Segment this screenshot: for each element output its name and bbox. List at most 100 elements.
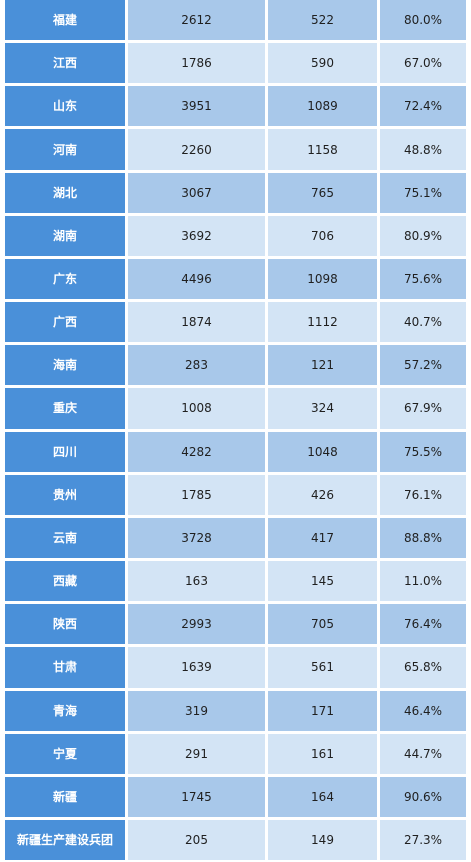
rate-value: 67.0% [380,43,466,84]
value-2: 561 [268,647,377,688]
value-2: 1098 [268,258,377,300]
value-2: 324 [268,388,377,429]
region-name: 福建 [5,0,125,41]
table-row: 江西 1786 590 67.0% [5,43,466,84]
rate-value: 46.4% [380,690,466,731]
value-1: 4496 [128,258,265,300]
value-1: 1008 [128,388,265,429]
value-2: 522 [268,0,377,41]
value-2: 426 [268,474,377,515]
region-name: 山东 [5,86,125,127]
region-name: 西藏 [5,561,125,602]
value-1: 1639 [128,647,265,688]
value-2: 765 [268,172,377,213]
region-name: 新疆生产建设兵团 [5,819,125,861]
value-1: 3067 [128,172,265,213]
value-1: 3692 [128,215,265,256]
rate-value: 65.8% [380,647,466,688]
rate-value: 48.8% [380,129,466,170]
value-1: 2993 [128,604,265,645]
rate-value: 57.2% [380,345,466,386]
table-row: 河南 2260 1158 48.8% [5,129,466,170]
table-row: 湖南 3692 706 80.9% [5,215,466,256]
region-name: 甘肃 [5,647,125,688]
value-1: 3728 [128,517,265,559]
value-1: 1745 [128,776,265,817]
value-1: 2612 [128,0,265,41]
table-row: 广西 1874 1112 40.7% [5,302,466,343]
rate-value: 88.8% [380,517,466,559]
value-1: 3951 [128,86,265,127]
table-row: 海南 283 121 57.2% [5,345,466,386]
rate-value: 75.6% [380,258,466,300]
table-row: 山东 3951 1089 72.4% [5,86,466,127]
value-1: 319 [128,690,265,731]
rate-value: 90.6% [380,776,466,817]
value-2: 171 [268,690,377,731]
data-table: 福建 2612 522 80.0% 江西 1786 590 67.0% 山东 3… [5,0,466,861]
value-2: 145 [268,561,377,602]
table-row: 四川 4282 1048 75.5% [5,431,466,472]
region-name: 宁夏 [5,733,125,774]
value-1: 1874 [128,302,265,343]
region-name: 云南 [5,517,125,559]
table-row: 西藏 163 145 11.0% [5,561,466,602]
value-2: 705 [268,604,377,645]
rate-value: 40.7% [380,302,466,343]
value-2: 161 [268,733,377,774]
region-name: 贵州 [5,474,125,515]
region-name: 陕西 [5,604,125,645]
value-2: 1112 [268,302,377,343]
value-1: 291 [128,733,265,774]
rate-value: 80.9% [380,215,466,256]
rate-value: 75.1% [380,172,466,213]
value-1: 283 [128,345,265,386]
table-row: 陕西 2993 705 76.4% [5,604,466,645]
region-name: 海南 [5,345,125,386]
table-row: 宁夏 291 161 44.7% [5,733,466,774]
value-2: 590 [268,43,377,84]
table-row: 重庆 1008 324 67.9% [5,388,466,429]
value-2: 121 [268,345,377,386]
value-1: 1786 [128,43,265,84]
rate-value: 44.7% [380,733,466,774]
rate-value: 11.0% [380,561,466,602]
table-row: 贵州 1785 426 76.1% [5,474,466,515]
rate-value: 75.5% [380,431,466,472]
region-name: 河南 [5,129,125,170]
region-name: 新疆 [5,776,125,817]
region-name: 广东 [5,258,125,300]
value-2: 1048 [268,431,377,472]
table-row: 新疆生产建设兵团 205 149 27.3% [5,819,466,861]
value-1: 205 [128,819,265,861]
value-1: 163 [128,561,265,602]
value-1: 2260 [128,129,265,170]
table-row: 甘肃 1639 561 65.8% [5,647,466,688]
value-1: 1785 [128,474,265,515]
table-row: 新疆 1745 164 90.6% [5,776,466,817]
region-name: 广西 [5,302,125,343]
table-row: 青海 319 171 46.4% [5,690,466,731]
value-2: 1158 [268,129,377,170]
value-2: 164 [268,776,377,817]
value-2: 149 [268,819,377,861]
value-1: 4282 [128,431,265,472]
value-2: 1089 [268,86,377,127]
rate-value: 76.4% [380,604,466,645]
rate-value: 67.9% [380,388,466,429]
region-name: 湖北 [5,172,125,213]
table-row: 云南 3728 417 88.8% [5,517,466,559]
rate-value: 27.3% [380,819,466,861]
rate-value: 80.0% [380,0,466,41]
rate-value: 72.4% [380,86,466,127]
table-row: 福建 2612 522 80.0% [5,0,466,41]
rate-value: 76.1% [380,474,466,515]
region-name: 青海 [5,690,125,731]
value-2: 706 [268,215,377,256]
region-name: 四川 [5,431,125,472]
region-name: 重庆 [5,388,125,429]
region-name: 江西 [5,43,125,84]
region-name: 湖南 [5,215,125,256]
table-row: 广东 4496 1098 75.6% [5,258,466,300]
table-row: 湖北 3067 765 75.1% [5,172,466,213]
